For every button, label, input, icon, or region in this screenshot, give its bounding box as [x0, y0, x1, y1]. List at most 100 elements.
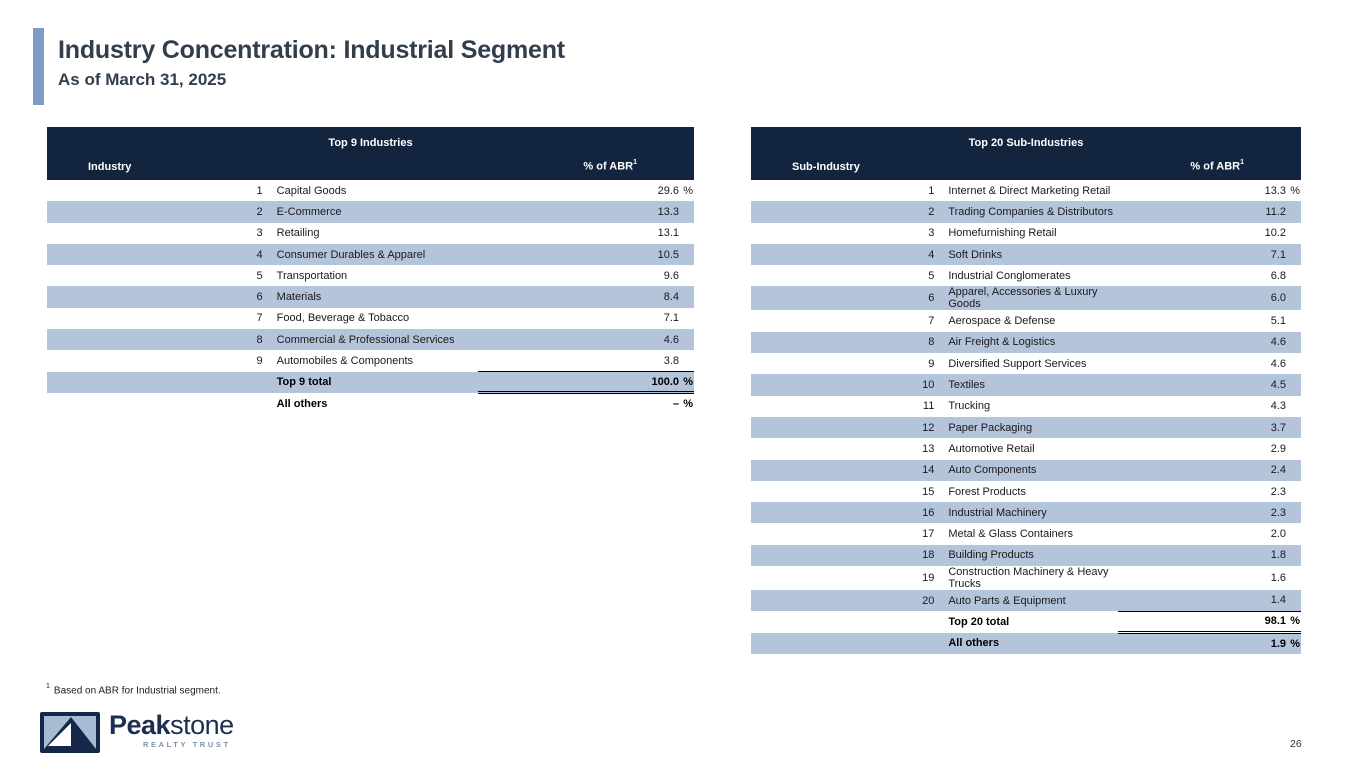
table-header: Top 9 Industries Industry % of ABR1 — [47, 127, 694, 180]
table-row: 2 Trading Companies & Distributors 11.2 — [751, 201, 1301, 223]
industry-cell: Materials — [276, 291, 322, 304]
table-row: 19 Construction Machinery & Heavy Trucks 1… — [751, 566, 1301, 590]
industry-cell: Capital Goods — [276, 184, 347, 197]
rank-cell: 2 — [256, 205, 263, 218]
value-cell: 4.6 — [1270, 357, 1286, 370]
table-row: 13 Automotive Retail 2.9 — [751, 438, 1301, 459]
table-row: 4 Soft Drinks 7.1 — [751, 243, 1301, 266]
value-cell: 13.3% — [1264, 184, 1300, 197]
rank-cell: 9 — [256, 355, 263, 368]
rank-cell: 11 — [922, 400, 935, 413]
abr-label: % of ABR — [1190, 161, 1241, 173]
value-cell: 1.6 — [1270, 572, 1286, 585]
industry-cell: Apparel, Accessories & Luxury Goods — [948, 286, 1098, 311]
table-row: 5 Industrial Conglomerates 6.8 — [751, 265, 1301, 286]
value-cell: 2.4 — [1270, 464, 1286, 477]
value-cell: 4.3 — [1270, 400, 1286, 413]
column-header-industry: Industry — [47, 151, 479, 180]
industry-cell: Auto Components — [948, 464, 1037, 477]
total-label: Top 20 total — [948, 615, 1010, 628]
industry-cell: Industrial Machinery — [948, 506, 1047, 519]
industry-cell: Building Products — [948, 549, 1034, 562]
industry-cell: Automotive Retail — [948, 442, 1035, 455]
value-cell: 7.1 — [1270, 248, 1286, 261]
table-row: 9 Diversified Support Services 4.6 — [751, 353, 1301, 374]
table-row: 15 Forest Products 2.3 — [751, 481, 1301, 502]
column-header-sub-industry: Sub-Industry — [751, 151, 1118, 180]
rank-cell: 1 — [928, 184, 935, 197]
top-20-sub-industries-table: Top 20 Sub-Industries Sub-Industry % of … — [751, 127, 1301, 654]
industry-cell: Diversified Support Services — [948, 357, 1087, 370]
brand-name: Peakstone — [109, 710, 234, 740]
rank-cell: 3 — [928, 227, 935, 240]
rank-cell: 5 — [256, 269, 263, 282]
table-row: 1 Capital Goods 29.6% — [47, 180, 694, 201]
total-row: Top 20 total 98.1% — [751, 610, 1301, 635]
value-cell: 6.8 — [1270, 269, 1286, 282]
peakstone-logo: Peakstone REALTY TRUST — [40, 712, 234, 753]
table-row: 17 Metal & Glass Containers 2.0 — [751, 523, 1301, 544]
footnote: 1 Based on ABR for Industrial segment. — [46, 683, 221, 696]
industry-cell: Homefurnishing Retail — [948, 227, 1057, 240]
industry-cell: E-Commerce — [276, 205, 342, 218]
rank-cell: 16 — [922, 506, 935, 519]
table-row: 20 Auto Parts & Equipment 1.4 — [751, 590, 1301, 612]
table-row: 2 E-Commerce 13.3 — [47, 201, 694, 223]
value-cell: 4.6 — [663, 333, 679, 346]
value-cell: 13.3 — [657, 205, 679, 218]
page-number: 26 — [1290, 738, 1302, 750]
all-others-label: All others — [276, 397, 328, 410]
table-row: 7 Food, Beverage & Tobacco 7.1 — [47, 308, 694, 329]
rank-cell: 2 — [928, 205, 935, 218]
rank-cell: 13 — [922, 442, 935, 455]
rank-cell: 4 — [928, 248, 935, 261]
industry-cell: Food, Beverage & Tobacco — [276, 312, 410, 325]
footnote-marker: 1 — [1240, 159, 1244, 167]
table-row: 18 Building Products 1.8 — [751, 544, 1301, 567]
title-accent-bar — [33, 28, 44, 105]
table-row: 3 Homefurnishing Retail 10.2 — [751, 223, 1301, 244]
table-row: 8 Air Freight & Logistics 4.6 — [751, 331, 1301, 354]
abr-label: % of ABR — [583, 161, 634, 173]
value-cell: 2.3 — [1270, 485, 1286, 498]
page-subtitle: As of March 31, 2025 — [58, 70, 227, 89]
industry-cell: Retailing — [276, 227, 320, 240]
industry-cell: Trading Companies & Distributors — [948, 205, 1113, 218]
rank-cell: 5 — [928, 269, 935, 282]
table-row: 16 Industrial Machinery 2.3 — [751, 502, 1301, 524]
table-row: 12 Paper Packaging 3.7 — [751, 416, 1301, 439]
value-cell: 13.1 — [657, 227, 679, 240]
value-cell: 8.4 — [663, 291, 679, 304]
industry-cell: Industrial Conglomerates — [948, 269, 1071, 282]
value-cell: 29.6% — [657, 184, 693, 197]
total-value: 98.1% — [1117, 610, 1301, 635]
industry-cell: Automobiles & Components — [276, 355, 414, 368]
footnote-marker: 1 — [633, 159, 637, 167]
value-cell: 5.1 — [1270, 315, 1286, 328]
total-label: Top 9 total — [276, 376, 332, 389]
column-header-abr: % of ABR1 — [478, 151, 694, 180]
table-row: 1 Internet & Direct Marketing Retail 13.3% — [751, 180, 1301, 201]
rank-cell: 4 — [256, 248, 263, 261]
rank-cell: 17 — [922, 528, 935, 541]
value-cell: 10.5 — [657, 248, 679, 261]
table-row: 6 Materials 8.4 — [47, 286, 694, 308]
industry-cell: Forest Products — [948, 485, 1026, 498]
rank-cell: 8 — [256, 333, 263, 346]
total-value: 100.0% — [478, 371, 694, 395]
rank-cell: 7 — [256, 312, 263, 325]
mountain-logo-icon — [40, 712, 100, 753]
table-row: 3 Retailing 13.1 — [47, 223, 694, 244]
table-row: 14 Auto Components 2.4 — [751, 459, 1301, 481]
all-others-value: –% — [672, 398, 693, 411]
table-row: 4 Consumer Durables & Apparel 10.5 — [47, 243, 694, 266]
industry-cell: Trucking — [948, 400, 991, 413]
rank-cell — [751, 633, 934, 654]
industry-cell: Paper Packaging — [948, 421, 1033, 434]
top-9-industries-table: Top 9 Industries Industry % of ABR1 1 Cap… — [47, 127, 694, 414]
all-others-value: 1.9% — [1270, 638, 1300, 651]
table-row: 6 Apparel, Accessories & Luxury Goods 6.0 — [751, 286, 1301, 311]
table-row: 11 Trucking 4.3 — [751, 396, 1301, 417]
rank-cell: 12 — [922, 421, 935, 434]
rank-cell: 9 — [928, 357, 935, 370]
